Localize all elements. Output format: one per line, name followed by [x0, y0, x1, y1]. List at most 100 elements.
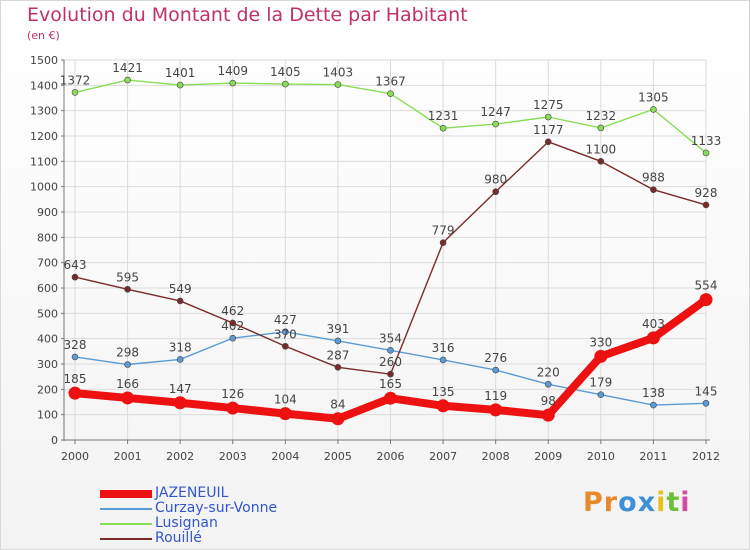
- y-tick-label: 600: [37, 282, 58, 295]
- chart-unit-label: (en €): [27, 29, 60, 42]
- data-label: 1133: [691, 134, 722, 148]
- legend-swatch: [100, 538, 152, 540]
- legend-label: Curzay-sur-Vonne: [155, 500, 278, 516]
- logo-letter: t: [666, 487, 681, 518]
- x-tick-label: 2007: [429, 450, 457, 463]
- data-label: 1405: [270, 65, 301, 79]
- proxiti-logo: Proxiti: [583, 487, 691, 518]
- data-point: [702, 149, 710, 157]
- y-tick-label: 700: [37, 257, 58, 270]
- data-label: 1305: [638, 90, 669, 104]
- y-tick-label: 1200: [30, 130, 58, 143]
- data-label: 138: [642, 386, 665, 400]
- data-label: 595: [116, 270, 139, 284]
- data-point: [439, 124, 447, 132]
- data-point: [492, 188, 499, 196]
- y-tick-label: 100: [37, 409, 58, 422]
- data-label: 98: [541, 394, 556, 408]
- data-label: 1231: [428, 109, 459, 123]
- data-label: 391: [326, 322, 349, 336]
- x-tick-label: 2011: [639, 450, 667, 463]
- data-label: 330: [589, 335, 612, 349]
- data-point: [176, 81, 184, 89]
- data-point: [229, 334, 237, 342]
- x-tick-label: 2008: [482, 450, 510, 463]
- legend-swatch: [100, 508, 152, 510]
- x-tick-label: 2003: [219, 450, 247, 463]
- legend-swatch: [100, 490, 152, 498]
- data-label: 298: [116, 346, 139, 360]
- data-point: [173, 396, 187, 410]
- data-label: 643: [64, 258, 87, 272]
- data-point: [71, 273, 79, 281]
- y-tick-label: 300: [37, 358, 58, 371]
- data-label: 1401: [165, 66, 196, 80]
- legend-label: Rouillé: [155, 530, 202, 546]
- data-label: 1403: [323, 66, 354, 80]
- logo-letter: r: [603, 487, 619, 518]
- data-point: [597, 124, 605, 132]
- data-label: 403: [642, 317, 665, 331]
- legend-swatch: [100, 523, 152, 525]
- data-point: [176, 297, 184, 305]
- data-point: [334, 337, 342, 345]
- data-label: 1409: [217, 64, 248, 78]
- data-label: 1421: [112, 61, 143, 75]
- x-tick-label: 2012: [692, 450, 720, 463]
- data-point: [334, 363, 342, 371]
- data-point: [387, 90, 394, 97]
- y-tick-label: 1000: [30, 181, 58, 194]
- data-label: 126: [221, 387, 244, 401]
- x-tick-label: 2006: [377, 450, 405, 463]
- data-point: [439, 356, 447, 364]
- data-point: [124, 361, 131, 368]
- data-point: [597, 391, 605, 398]
- data-label: 84: [330, 398, 345, 412]
- data-label: 276: [484, 351, 507, 365]
- logo-letter: i: [656, 487, 667, 518]
- y-tick-label: 1100: [30, 155, 58, 168]
- data-label: 354: [379, 331, 402, 345]
- data-label: 370: [274, 327, 297, 341]
- data-label: 185: [64, 372, 87, 386]
- data-label: 260: [379, 355, 402, 369]
- data-label: 1372: [60, 73, 91, 87]
- data-point: [282, 328, 289, 336]
- logo-letter: i: [680, 487, 691, 518]
- data-point: [124, 285, 131, 293]
- data-label: 980: [484, 173, 507, 187]
- data-point: [544, 138, 552, 146]
- logo-letter: x: [637, 487, 657, 518]
- x-tick-label: 2002: [166, 450, 194, 463]
- x-tick-label: 2001: [114, 450, 142, 463]
- y-tick-label: 400: [37, 333, 58, 346]
- x-tick-label: 2000: [61, 450, 89, 463]
- data-point: [544, 113, 552, 121]
- legend-label: Lusignan: [155, 515, 218, 531]
- data-point: [176, 356, 184, 363]
- data-point: [650, 186, 657, 194]
- y-tick-label: 1500: [30, 54, 58, 67]
- data-point: [650, 401, 657, 409]
- data-label: 549: [169, 282, 192, 296]
- data-point: [334, 81, 342, 88]
- data-label: 147: [169, 382, 192, 396]
- x-tick-label: 2010: [587, 450, 615, 463]
- chart-title: Evolution du Montant de la Dette par Hab…: [27, 4, 468, 26]
- data-point: [278, 407, 292, 421]
- data-label: 135: [432, 385, 455, 399]
- y-tick-label: 900: [37, 206, 58, 219]
- data-point: [489, 403, 503, 417]
- y-tick-label: 1300: [30, 105, 58, 118]
- data-point: [650, 106, 657, 113]
- data-label: 1100: [586, 142, 617, 156]
- data-point: [544, 380, 552, 388]
- data-label: 104: [274, 393, 297, 407]
- x-tick-label: 2005: [324, 450, 352, 463]
- data-label: 166: [116, 377, 139, 391]
- data-point: [541, 408, 555, 422]
- data-point: [71, 89, 79, 96]
- data-point: [492, 120, 499, 128]
- data-label: 554: [695, 279, 718, 293]
- data-point: [229, 79, 237, 87]
